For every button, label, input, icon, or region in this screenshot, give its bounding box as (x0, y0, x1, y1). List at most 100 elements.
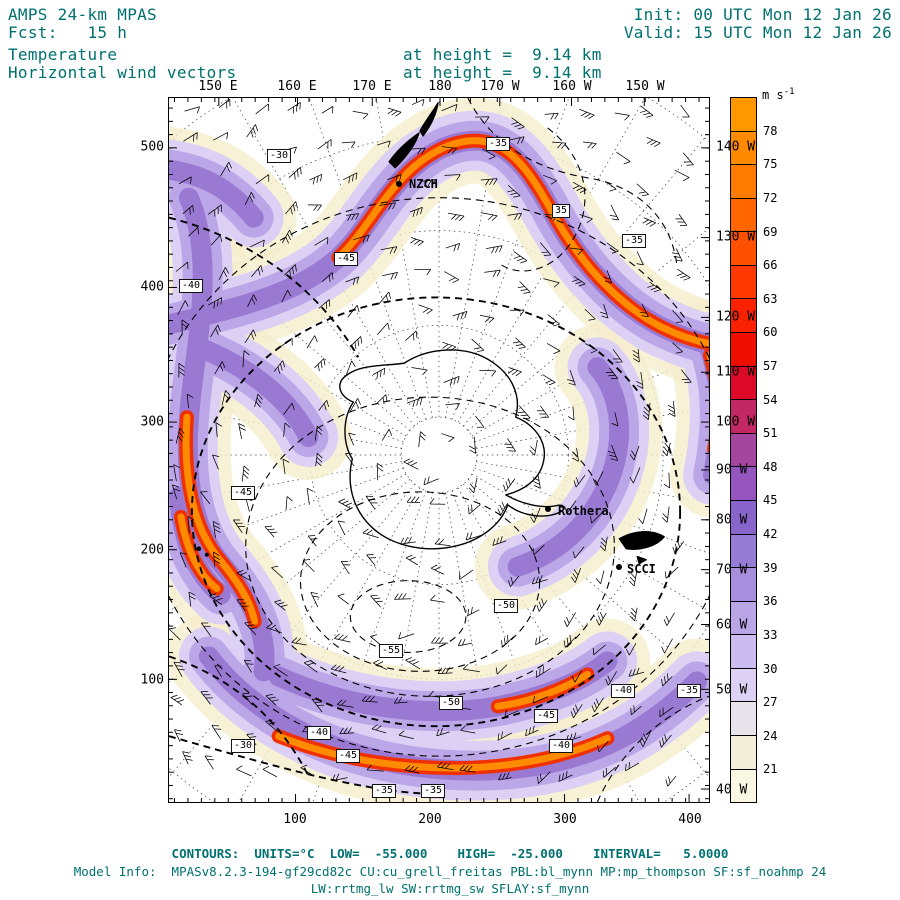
contour-label: -40 (548, 739, 574, 753)
wind-barbs (169, 98, 694, 787)
colorbar-value: 78 (763, 123, 778, 138)
colorbar-cell (731, 232, 756, 266)
field-name-1: Temperature (8, 45, 118, 64)
height-label-2: at height = 9.14 km (403, 63, 602, 82)
colorbar-value: 66 (763, 258, 778, 273)
colorbar-cell (731, 299, 756, 334)
axis-ticks (169, 98, 709, 802)
contour-label: -50 (438, 696, 464, 710)
colorbar-value: 51 (763, 426, 778, 441)
map-panel: -30 -35 35 -35 -45 -40 -45 -50 -55 -50 -45 -40 -35 -4… (168, 97, 710, 803)
height-label-1: at height = 9.14 km (403, 45, 602, 64)
colorbar-cell (731, 668, 756, 703)
island (204, 552, 209, 557)
station-dot (616, 564, 622, 570)
contour-label: -35 (621, 234, 647, 248)
model-info-line: Model Info: MPASv8.2.3-194-gf29cd82c CU:… (73, 864, 827, 879)
colorbar-labels: 78 75 72 69 66 63 60 57 54 51 48 45 42 39 36 33 30 27 24 21 (763, 97, 803, 803)
contour-label: -55 (378, 644, 404, 658)
colorbar-cell (731, 769, 756, 803)
colorbar-cell (731, 467, 756, 501)
colorbar-cell (731, 433, 756, 468)
island (196, 546, 202, 552)
wind-speed-colorbar (730, 97, 757, 803)
colorbar-cell (731, 165, 756, 199)
colorbar-value: 24 (763, 728, 778, 743)
colorbar-value: 72 (763, 190, 778, 205)
axis-label-longitude-top: 150 E (198, 79, 238, 94)
colorbar-value: 39 (763, 560, 778, 575)
axis-label-longitude-right: 100 W (716, 414, 756, 430)
field-name-2: Horizontal wind vectors (8, 63, 237, 82)
colorbar-unit-exponent: -1 (783, 87, 795, 97)
init-time: Init: 00 UTC Mon 12 Jan 26 (633, 5, 892, 24)
colorbar-unit-label: m s-1 (762, 87, 795, 102)
colorbar-value: 45 (763, 493, 778, 508)
colorbar-value: 21 (763, 762, 778, 777)
station-dot (396, 181, 402, 187)
colorbar-value: 69 (763, 224, 778, 239)
axis-label-longitude-top: 160 E (277, 79, 317, 94)
contour-label: -35 (371, 784, 397, 798)
contour-label: -35 (420, 784, 446, 798)
colorbar-value: 63 (763, 291, 778, 306)
contour-label: -50 (493, 599, 519, 613)
contour-label: -40 (610, 684, 636, 698)
axis-label-gridpoint-x: 200 (418, 812, 442, 827)
axis-label-gridpoint-y: 500 (140, 139, 164, 155)
axis-label-longitude-top: 180 (428, 79, 452, 94)
axis-label-longitude-top: 150 W (625, 79, 665, 94)
axis-label-longitude-right: 50 W (716, 682, 748, 698)
axis-label-longitude-right: 60 W (716, 617, 748, 633)
contour-label: -30 (266, 149, 292, 163)
valid-time: Valid: 15 UTC Mon 12 Jan 26 (623, 23, 892, 42)
colorbar-cell (731, 500, 756, 535)
colorbar-value: 42 (763, 527, 778, 541)
colorbar-cell (731, 265, 756, 300)
axis-label-longitude-top: 170 E (352, 79, 392, 94)
axis-label-longitude-right: 40 W (716, 782, 748, 798)
contour-info-line: CONTOURS: UNITS=°C LOW= -55.000 HIGH= -2… (171, 846, 729, 861)
axis-label-longitude-right: 110 W (716, 364, 756, 380)
axis-label-longitude-top: 170 W (480, 79, 520, 94)
colorbar-cell (731, 735, 756, 770)
station-label: NZCH (409, 177, 438, 191)
colorbar-value: 57 (763, 359, 778, 373)
colorbar-value: 27 (763, 695, 778, 710)
station-dot (545, 506, 551, 512)
axis-label-gridpoint-y: 100 (140, 672, 164, 688)
colorbar-cell (731, 534, 756, 569)
axis-label-longitude-right: 80 W (716, 512, 748, 528)
antarctica-coastline (339, 349, 565, 550)
axis-label-longitude-right: 140 W (716, 139, 756, 155)
axis-label-longitude-right: 90 W (716, 462, 748, 478)
contour-label: -30 (230, 739, 256, 753)
contour-label: -35 (676, 684, 702, 698)
axis-label-gridpoint-y: 200 (140, 542, 164, 558)
axis-label-longitude-right: 70 W (716, 562, 748, 578)
axis-label-gridpoint-y: 400 (140, 279, 164, 295)
colorbar-value: 30 (763, 661, 778, 676)
contour-label: -45 (533, 709, 559, 723)
axis-label-longitude-top: 160 W (552, 79, 592, 94)
south-america-coastline (618, 531, 665, 565)
colorbar-cell (731, 198, 756, 233)
model-title: AMPS 24-km MPAS (8, 5, 157, 24)
contour-label: -40 (178, 279, 204, 293)
map-label-overlay: -30 -35 35 -35 -45 -40 -45 -50 -55 -50 -45 -40 -35 -4… (169, 98, 709, 802)
colorbar-value: 48 (763, 459, 778, 474)
station-label: SCCI (627, 562, 656, 576)
colorbar-cell (731, 702, 756, 736)
axis-label-gridpoint-x: 400 (678, 812, 702, 827)
axis-label-longitude-right: 120 W (716, 309, 756, 325)
contour-label: -45 (333, 252, 359, 266)
colorbar-cell (731, 568, 756, 602)
axis-label-gridpoint-x: 300 (553, 812, 577, 827)
contour-label: -45 (335, 749, 361, 763)
colorbar-value: 75 (763, 157, 778, 172)
colorbar-cell (731, 333, 756, 367)
station-label: Rothera (558, 504, 609, 518)
colorbar-unit-text: m s (762, 88, 784, 102)
colorbar-cell (731, 601, 756, 636)
